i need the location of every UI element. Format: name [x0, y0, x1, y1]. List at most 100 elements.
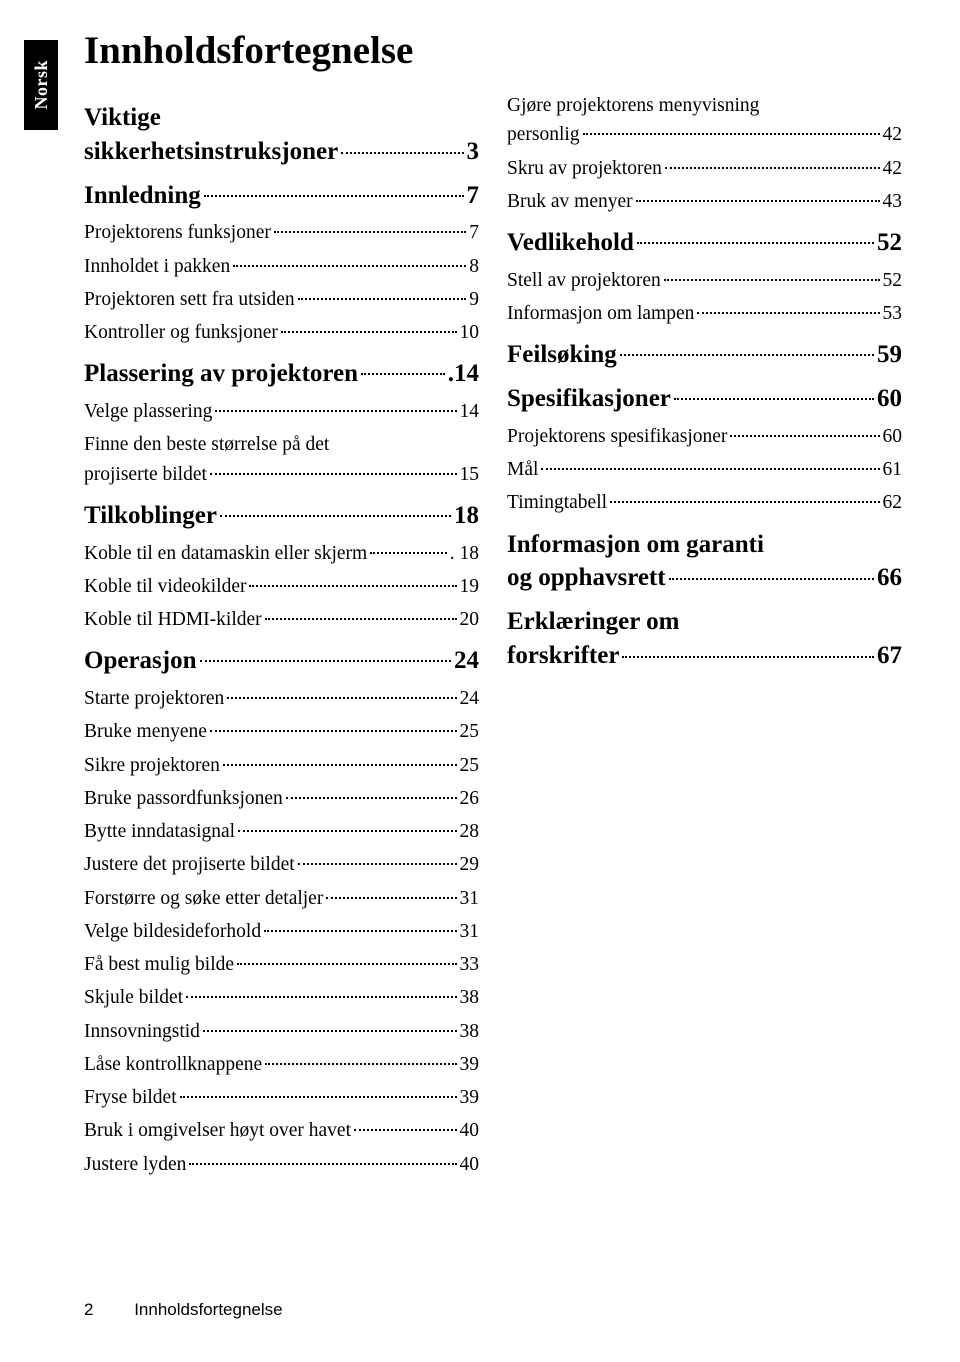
toc-dots [204, 195, 464, 197]
toc-page-number: 39 [460, 1050, 480, 1079]
footer-title: Innholdsfortegnelse [134, 1300, 282, 1319]
toc-page-number: 10 [460, 318, 480, 347]
toc-dots [669, 578, 874, 580]
toc-page-number: 60 [883, 422, 903, 451]
toc-entry: Få best mulig bilde33 [84, 950, 479, 979]
toc-section: Operasjon 24 [84, 644, 479, 678]
toc-entry: Kontroller og funksjoner 10 [84, 318, 479, 347]
toc-entry-label: projiserte bildet [84, 460, 207, 489]
toc-page-number: 67 [877, 639, 902, 673]
toc-section: Erklæringer omforskrifter67 [507, 605, 902, 673]
language-tab: Norsk [24, 40, 58, 130]
toc-section-label: Feilsøking [507, 338, 617, 372]
toc-columns: Viktigesikkerhetsinstruksjoner3Innlednin… [84, 91, 902, 1183]
toc-entry: Bytte inndatasignal28 [84, 817, 479, 846]
toc-entry-label: Projektorens spesifikasjoner [507, 422, 727, 451]
toc-entry: Justere lyden40 [84, 1150, 479, 1179]
toc-page-number: 39 [460, 1083, 480, 1112]
toc-page-number: 53 [883, 299, 903, 328]
toc-dots [265, 618, 457, 620]
toc-page-number: 40 [460, 1116, 480, 1145]
toc-entry: Finne den beste størrelse på detprojiser… [84, 430, 479, 489]
toc-section-label: forskrifter [507, 639, 619, 673]
toc-right-column: Gjøre projektorens menyvisningpersonlig4… [507, 91, 902, 1183]
toc-page-number: 43 [883, 187, 903, 216]
toc-entry: Fryse bildet39 [84, 1083, 479, 1112]
toc-entry-label: Bruk i omgivelser høyt over havet [84, 1116, 351, 1145]
toc-page-number: 8 [469, 252, 479, 281]
toc-dots [180, 1096, 457, 1098]
toc-dots [341, 152, 463, 154]
toc-entry-label: personlig [507, 120, 580, 149]
toc-dots [730, 435, 879, 437]
toc-entry: Justere det projiserte bildet29 [84, 850, 479, 879]
toc-page-number: 20 [460, 605, 480, 634]
toc-dots [665, 167, 880, 169]
toc-page-number: 9 [469, 285, 479, 314]
toc-entry-label: Skru av projektoren [507, 154, 662, 183]
toc-page-number: 15 [460, 460, 480, 489]
toc-entry-label: Kontroller og funksjoner [84, 318, 278, 347]
toc-page-number: 3 [467, 135, 480, 169]
toc-section-label: Operasjon [84, 644, 197, 678]
toc-entry-label: Velge bildesideforhold [84, 917, 261, 946]
toc-dots [210, 473, 457, 475]
toc-dots [274, 231, 466, 233]
toc-dots [697, 312, 879, 314]
toc-entry: Mål61 [507, 455, 902, 484]
toc-dots [215, 410, 456, 412]
toc-title: Innholdsfortegnelse [84, 28, 902, 73]
toc-entry: Skjule bildet38 [84, 983, 479, 1012]
toc-page-number: 14 [460, 397, 480, 426]
toc-page-number: 66 [877, 561, 902, 595]
toc-dots [238, 830, 456, 832]
toc-entry: Koble til en datamaskin eller skjerm. 18 [84, 539, 479, 568]
toc-entry-label: Justere det projiserte bildet [84, 850, 295, 879]
footer-page-number: 2 [84, 1300, 93, 1319]
toc-section: Spesifikasjoner60 [507, 382, 902, 416]
toc-dots [233, 265, 466, 267]
toc-dots [354, 1129, 457, 1131]
toc-entry-label: Timingtabell [507, 488, 607, 517]
toc-section-label: Innledning [84, 179, 201, 213]
toc-dots [189, 1163, 456, 1165]
toc-page-number: 40 [460, 1150, 480, 1179]
toc-dots [622, 656, 874, 658]
toc-page-number: 62 [883, 488, 903, 517]
toc-entry-label: Starte projektoren [84, 684, 224, 713]
toc-dots [237, 963, 456, 965]
toc-dots [220, 515, 451, 517]
toc-section-label: Informasjon om garanti [507, 528, 902, 562]
toc-entry: Innholdet i pakken8 [84, 252, 479, 281]
toc-entry-label: Mål [507, 455, 538, 484]
toc-entry-label: Koble til en datamaskin eller skjerm [84, 539, 367, 568]
toc-entry-label: Stell av projektoren [507, 266, 661, 295]
toc-entry-label: Låse kontrollknappene [84, 1050, 262, 1079]
toc-entry: Gjøre projektorens menyvisningpersonlig4… [507, 91, 902, 150]
toc-entry: Bruke passordfunksjonen 26 [84, 784, 479, 813]
toc-dots [664, 279, 880, 281]
toc-page-number: 33 [460, 950, 480, 979]
toc-page-number: 24 [454, 644, 479, 678]
toc-page-number: 26 [460, 784, 480, 813]
toc-page-number: 31 [460, 917, 480, 946]
toc-section: Innledning7 [84, 179, 479, 213]
toc-entry-label: Finne den beste størrelse på det [84, 430, 479, 459]
toc-left-column: Viktigesikkerhetsinstruksjoner3Innlednin… [84, 91, 479, 1183]
toc-page-number: 24 [460, 684, 480, 713]
toc-dots [541, 468, 879, 470]
toc-section: Informasjon om garantiog opphavsrett66 [507, 528, 902, 596]
toc-dots [264, 930, 456, 932]
toc-section-label: Tilkoblinger [84, 499, 217, 533]
toc-entry-label: Bruke passordfunksjonen [84, 784, 283, 813]
toc-section-label: sikkerhetsinstruksjoner [84, 135, 338, 169]
toc-page-number: 25 [460, 717, 480, 746]
toc-dots [286, 797, 457, 799]
toc-page-number: 52 [877, 226, 902, 260]
toc-dots [361, 373, 445, 375]
toc-dots [298, 298, 467, 300]
page-content: Innholdsfortegnelse Viktigesikkerhetsins… [0, 0, 960, 1183]
toc-section: Tilkoblinger18 [84, 499, 479, 533]
toc-page-number: 7 [469, 218, 479, 247]
toc-section-label: Spesifikasjoner [507, 382, 671, 416]
